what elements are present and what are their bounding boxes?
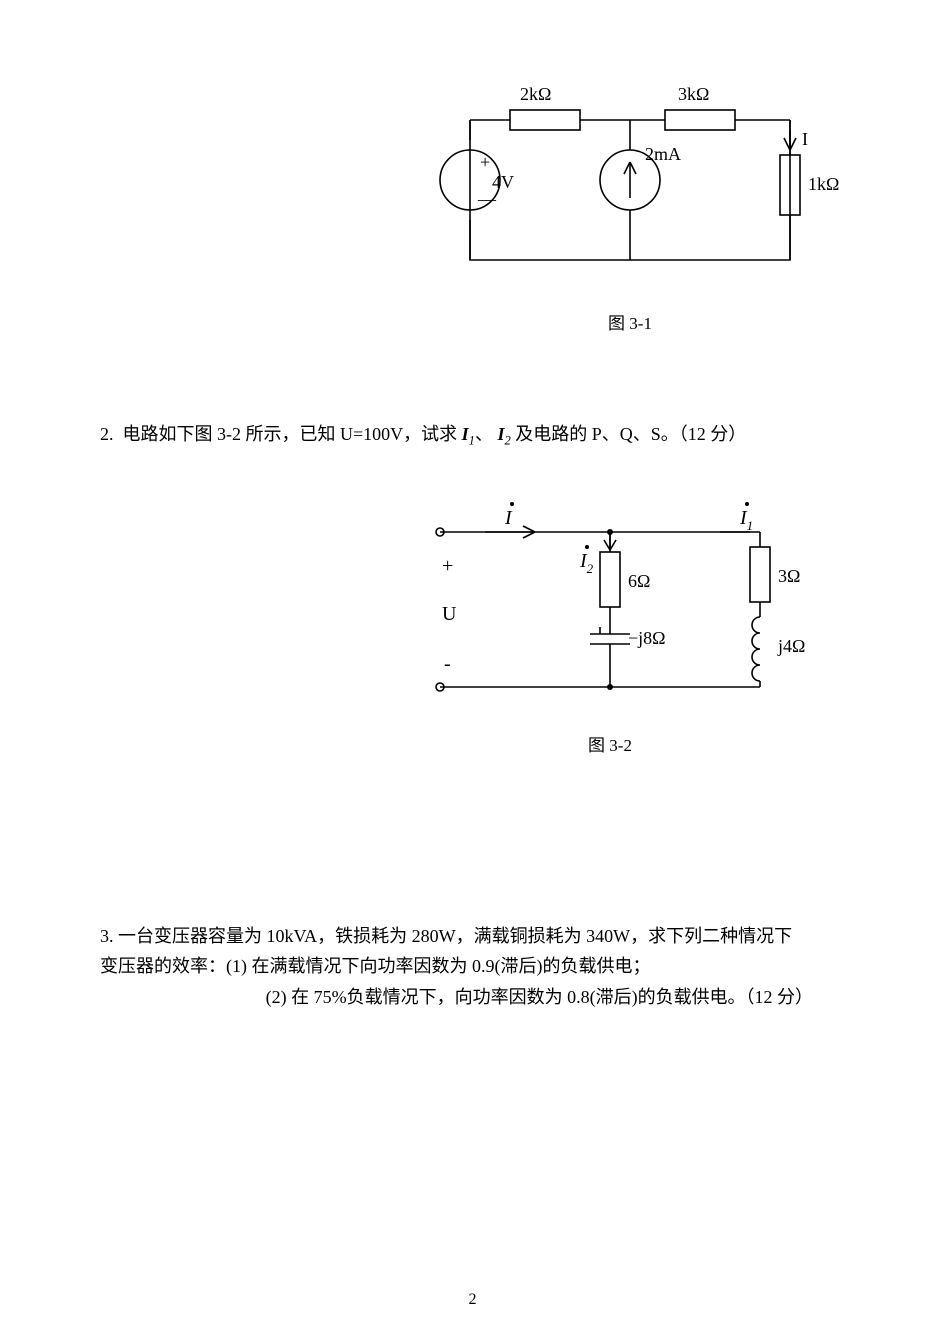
r1-label: 2kΩ <box>520 84 551 104</box>
problem-2: 2. 电路如下图 3-2 所示，已知 U=100V，试求 I1、 I2 及电路的… <box>100 419 845 761</box>
page-number: 2 <box>0 1291 945 1309</box>
circuit-3-2-svg: I I1 I2 + U - 6Ω 3Ω −j8Ω j4Ω <box>400 492 820 722</box>
i-out-label: I <box>802 129 808 149</box>
c2-minus: - <box>444 653 451 675</box>
p2-sep: 、 <box>475 424 498 444</box>
figure-3-1-caption: 图 3-1 <box>420 310 840 339</box>
vsrc-plus: + <box>480 152 490 172</box>
problem-2-text: 2. 电路如下图 3-2 所示，已知 U=100V，试求 I1、 I2 及电路的… <box>100 419 845 452</box>
p2-i1: I1 <box>462 424 475 444</box>
vsrc-minus: — <box>477 189 497 209</box>
p2-t1: 电路如下图 3-2 所示，已知 U=100V，试求 <box>123 424 458 444</box>
vsrc-value: 4V <box>492 172 514 192</box>
r3-label: 1kΩ <box>808 174 839 194</box>
c2-I: I <box>504 507 513 529</box>
circuit-3-1-svg: 2kΩ 3kΩ + — 4V 2mA I 1kΩ <box>420 70 840 300</box>
p3-line3: (2) 在 75%负载情况下，向功率因数为 0.8(滞后)的负载供电。（12 分… <box>100 982 845 1013</box>
c2-zl: j4Ω <box>777 636 805 656</box>
c2-I2: I2 <box>579 550 594 576</box>
p2-t2: 及电路的 P、Q、S。（12 分） <box>515 424 746 444</box>
figure-3-2-caption: 图 3-2 <box>400 732 820 761</box>
c2-r3: 3Ω <box>778 566 800 586</box>
c2-plus: + <box>442 555 453 577</box>
isrc-value: 2mA <box>645 144 681 164</box>
figure-3-1-wrap: 2kΩ 3kΩ + — 4V 2mA I 1kΩ 图 3-1 <box>420 70 840 339</box>
c2-I1: I1 <box>739 507 753 533</box>
c2-r6: 6Ω <box>628 571 650 591</box>
p2-i2: I2 <box>497 424 510 444</box>
figure-3-2-wrap: I I1 I2 + U - 6Ω 3Ω −j8Ω j4Ω 图 3-2 <box>400 492 820 761</box>
p3-line2: 变压器的效率：(1) 在满载情况下向功率因数为 0.9(滞后)的负载供电； <box>100 951 845 982</box>
r2-label: 3kΩ <box>678 84 709 104</box>
problem-1-figure-block: 2kΩ 3kΩ + — 4V 2mA I 1kΩ 图 3-1 <box>100 70 845 339</box>
p3-line1: 3. 一台变压器容量为 10kVA，铁损耗为 280W，满载铜损耗为 340W，… <box>100 921 845 952</box>
page: 2kΩ 3kΩ + — 4V 2mA I 1kΩ 图 3-1 2. 电路如下图 … <box>0 0 945 1337</box>
c2-zc: −j8Ω <box>628 628 666 648</box>
problem-3: 3. 一台变压器容量为 10kVA，铁损耗为 280W，满载铜损耗为 340W，… <box>100 921 845 1013</box>
c2-U: U <box>442 603 457 625</box>
p2-num: 2. <box>100 424 114 444</box>
